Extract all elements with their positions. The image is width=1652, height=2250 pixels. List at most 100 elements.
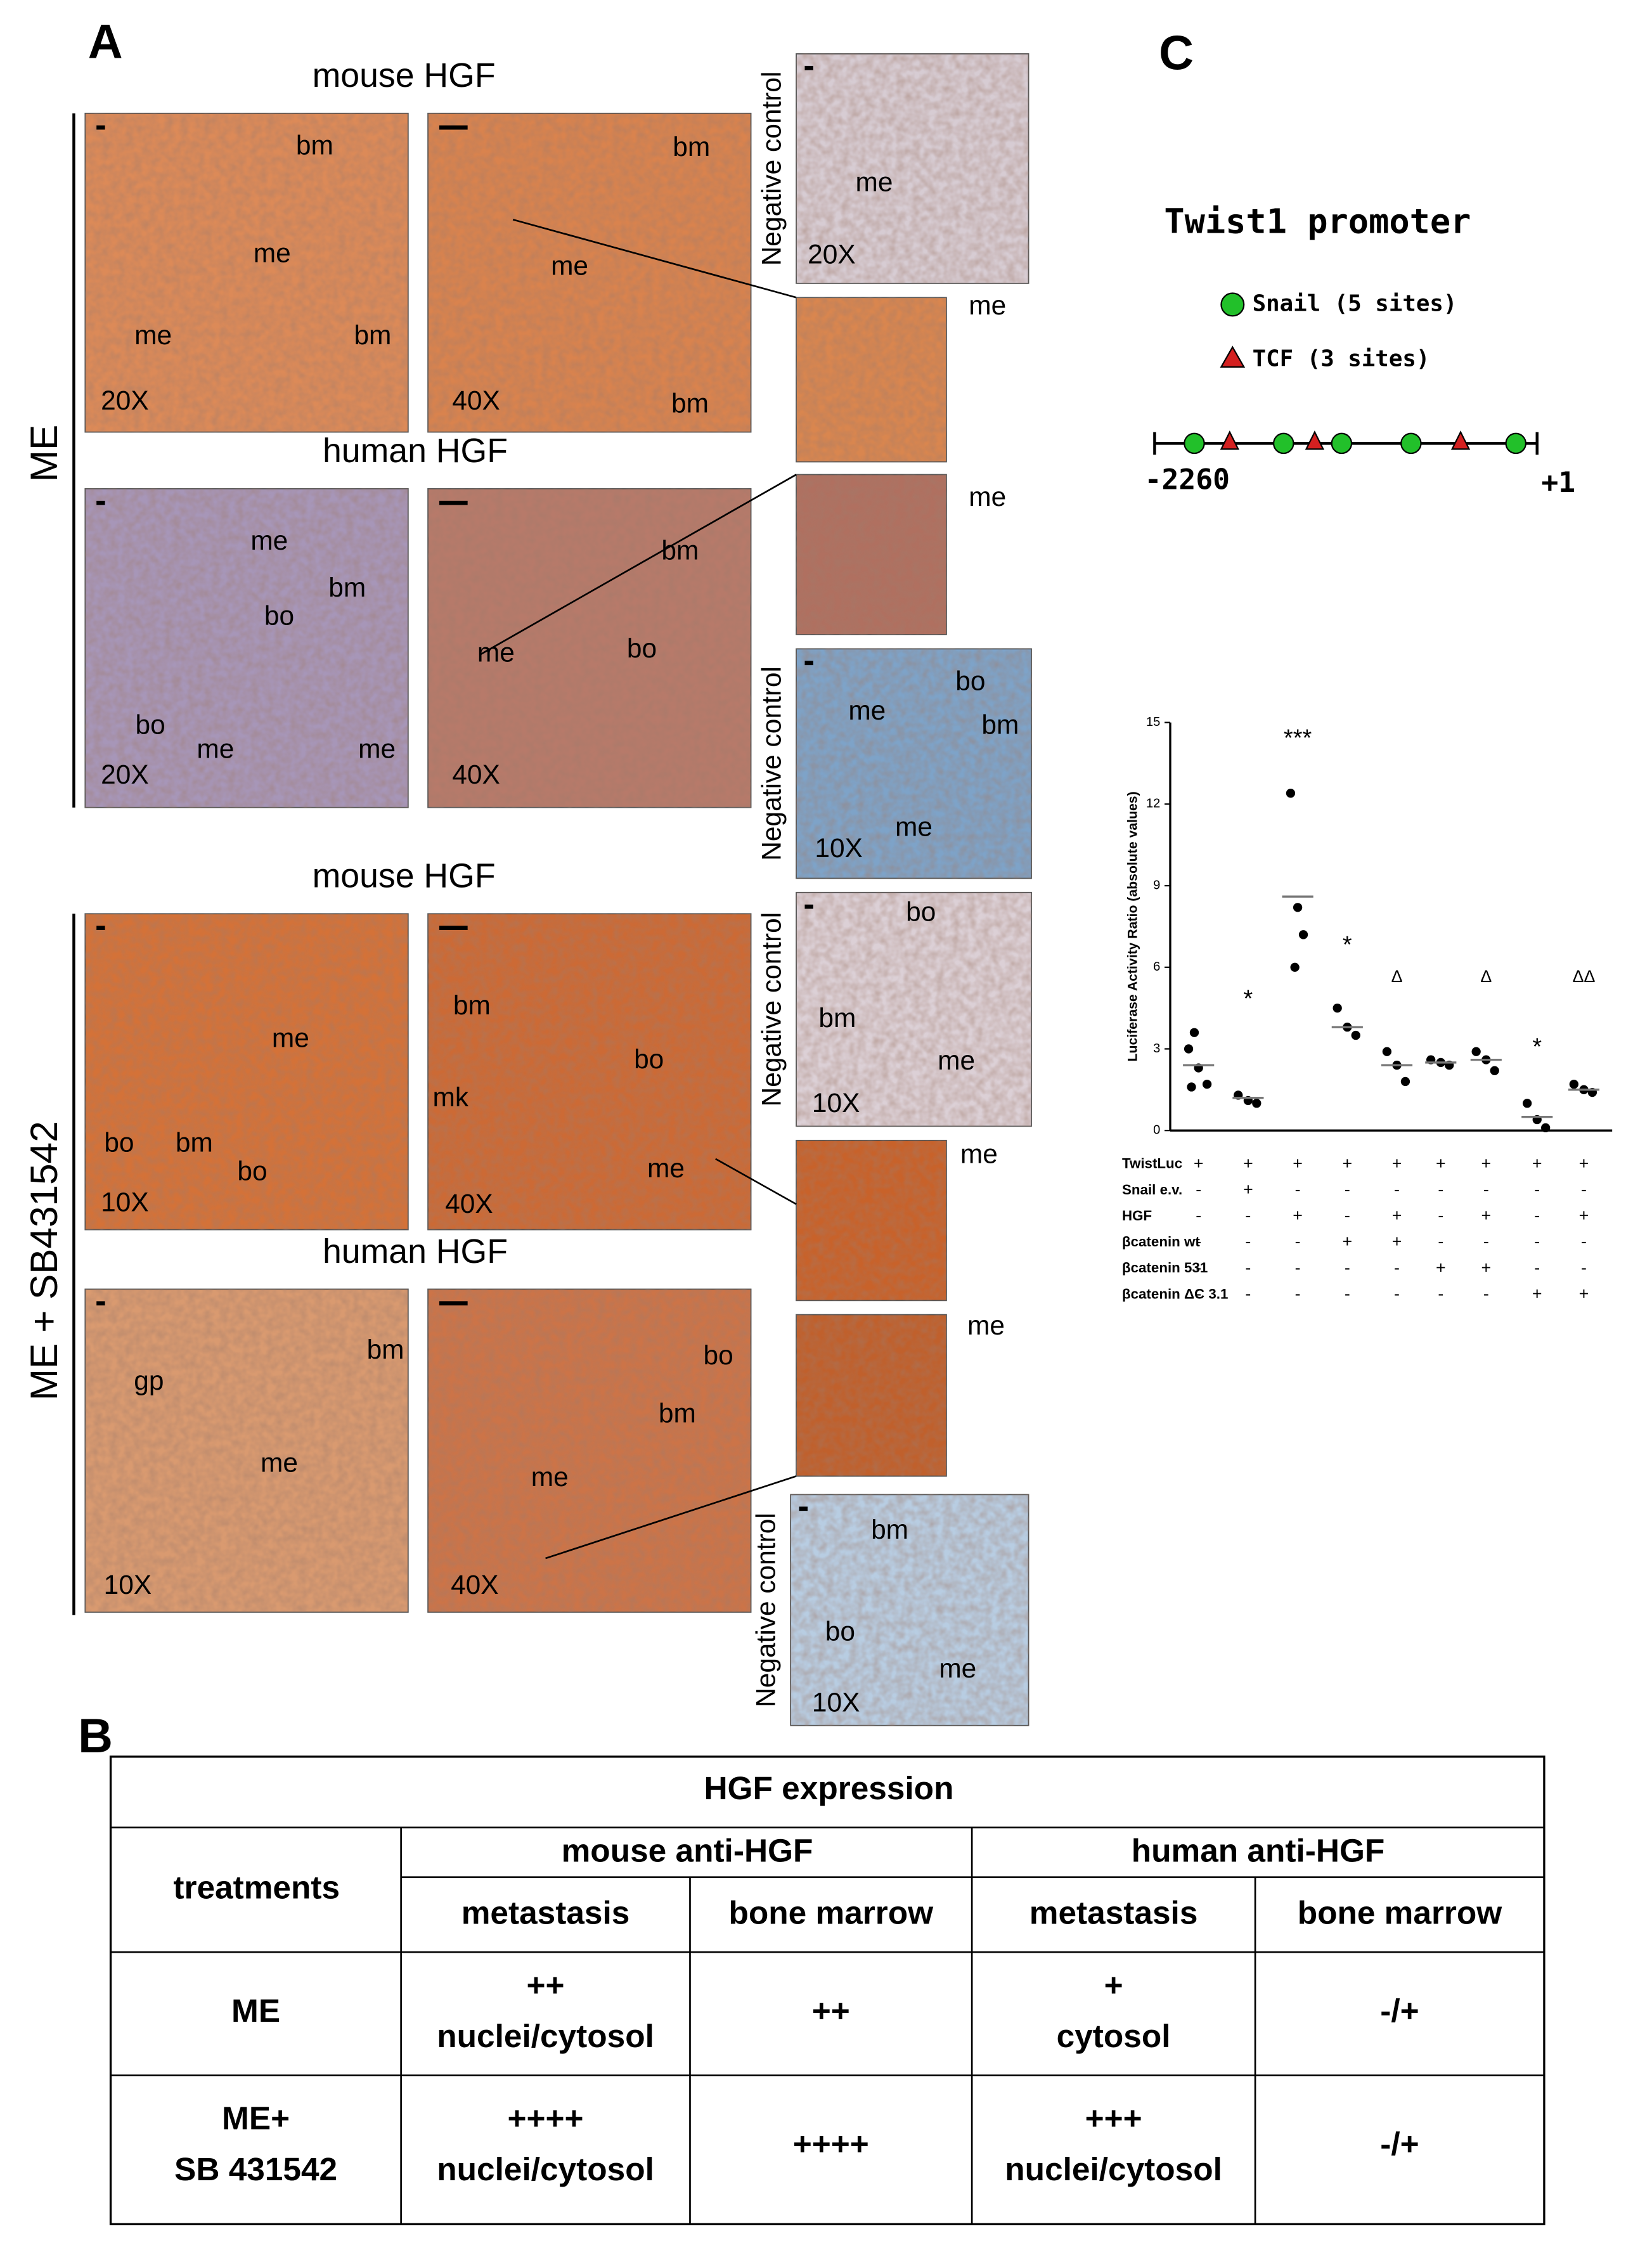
zoom-line <box>480 474 797 656</box>
table-cell: ++ <box>527 1967 565 2003</box>
table-header: mouse anti-HGF <box>562 1832 813 1868</box>
magnification: 10X <box>812 1687 860 1717</box>
condition-value: - <box>1483 1180 1489 1199</box>
legend-label: TCF (3 sites) <box>1253 346 1430 372</box>
condition-value: + <box>1481 1206 1491 1225</box>
table-border <box>109 1755 1546 2225</box>
condition-value: - <box>1581 1258 1587 1277</box>
table-cell: + <box>1104 1967 1123 2003</box>
tcf-site <box>1450 430 1471 450</box>
condition-label: βcatenin ΔC 3.1 <box>1122 1286 1228 1302</box>
condition-value: - <box>1534 1206 1540 1225</box>
micrograph-texture <box>428 488 751 808</box>
condition-value: - <box>1438 1232 1443 1251</box>
significance: *** <box>1284 725 1312 751</box>
data-point <box>1252 1099 1262 1108</box>
annotation: me <box>358 734 396 764</box>
annotation: bm <box>871 1515 908 1544</box>
condition-value: + <box>1436 1154 1446 1173</box>
condition-value: - <box>1295 1232 1301 1251</box>
condition-label: Snail e.v. <box>1122 1182 1182 1198</box>
condition-value: - <box>1534 1232 1540 1251</box>
condition-value: + <box>1243 1180 1253 1199</box>
panel-label: B <box>78 1709 113 1763</box>
data-point <box>1290 962 1300 972</box>
condition-value: - <box>1345 1284 1350 1303</box>
condition-value: + <box>1194 1154 1204 1173</box>
annotation: bo <box>634 1044 664 1074</box>
annotation: gp <box>134 1366 164 1395</box>
legend-symbol <box>1220 346 1246 368</box>
data-point <box>1202 1080 1212 1089</box>
y-tick-label: 15 <box>1146 715 1160 729</box>
condition-value: + <box>1293 1206 1303 1225</box>
snail-site <box>1400 432 1422 455</box>
y-tick-label: 0 <box>1153 1123 1160 1137</box>
data-point <box>1351 1030 1360 1040</box>
panel-heading: human HGF <box>323 1232 508 1270</box>
y-tick-label: 6 <box>1153 960 1160 974</box>
condition-value: - <box>1345 1180 1350 1199</box>
annotation: mk <box>433 1082 469 1112</box>
significance: * <box>1244 986 1253 1012</box>
annotation: bm <box>296 131 333 160</box>
condition-value: - <box>1295 1258 1301 1277</box>
condition-value: - <box>1196 1258 1201 1277</box>
annotation: me <box>250 526 288 555</box>
condition-label: TwistLuc <box>1122 1156 1182 1172</box>
panel-label: A <box>88 15 123 69</box>
snail-site <box>1273 432 1294 455</box>
annotation: me <box>855 167 893 197</box>
negative-control-label: Negative control <box>757 666 787 861</box>
inset-image-texture <box>796 1140 946 1301</box>
condition-value: + <box>1342 1232 1352 1251</box>
annotation: bm <box>354 320 391 350</box>
condition-value: - <box>1196 1232 1201 1251</box>
condition-value: + <box>1392 1154 1402 1173</box>
table-header: treatments <box>173 1868 340 1905</box>
snail-site <box>1331 432 1353 455</box>
significance: ΔΔ <box>1573 967 1596 986</box>
zoom-line <box>715 1158 797 1205</box>
row-label: ME <box>22 425 65 482</box>
magnification: 10X <box>104 1570 152 1600</box>
table-cell: ME <box>231 1992 280 2029</box>
condition-value: + <box>1293 1154 1303 1173</box>
condition-value: + <box>1392 1232 1402 1251</box>
condition-value: - <box>1483 1232 1489 1251</box>
magnification: 10X <box>812 1088 860 1118</box>
annotation: bo <box>906 897 936 927</box>
data-point <box>1293 903 1303 912</box>
row-label: ME + SB431542 <box>22 1121 65 1400</box>
annotation: me <box>960 1139 998 1169</box>
annotation: bo <box>237 1156 267 1186</box>
annotation: me <box>939 1653 976 1683</box>
inset-image-texture <box>796 297 946 462</box>
micrograph-texture <box>85 113 408 432</box>
table-header: human anti-HGF <box>1132 1832 1385 1868</box>
annotation: me <box>197 734 234 764</box>
negative-control-image-texture <box>796 53 1029 283</box>
condition-value: + <box>1392 1206 1402 1225</box>
magnification: 40X <box>452 385 500 415</box>
data-point <box>1333 1003 1342 1013</box>
condition-value: - <box>1295 1180 1301 1199</box>
annotation: bo <box>627 633 657 663</box>
data-point <box>1189 1028 1199 1037</box>
condition-value: - <box>1581 1180 1587 1199</box>
annotation: bo <box>136 710 165 740</box>
legend-symbol <box>1220 292 1245 317</box>
data-point <box>1298 930 1308 940</box>
annotation: me <box>254 238 291 268</box>
inset-image-texture <box>796 1314 946 1477</box>
annotation: bo <box>104 1128 134 1158</box>
data-point <box>1187 1082 1196 1092</box>
condition-value: - <box>1438 1206 1443 1225</box>
table-cell: nuclei/cytosol <box>437 2017 654 2054</box>
condition-value: - <box>1345 1258 1350 1277</box>
data-point <box>1184 1044 1194 1054</box>
annotation: bm <box>673 132 710 162</box>
micrograph-texture <box>428 113 751 432</box>
